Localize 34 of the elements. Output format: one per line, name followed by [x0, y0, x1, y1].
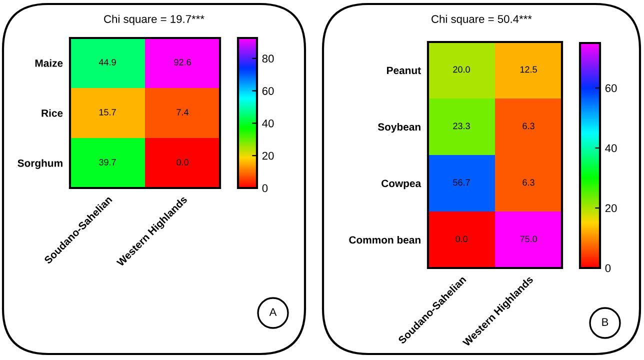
color-bar-label: 0	[605, 264, 611, 272]
data-label: 0.0	[456, 236, 468, 242]
data-label: 6.3	[522, 122, 534, 130]
chart-title: Chi square = 19.7***	[104, 14, 204, 26]
text: B	[602, 318, 608, 326]
data-label: 44.9	[98, 59, 116, 66]
color-bar-label: 40	[605, 144, 617, 152]
y-tick-label: Rice	[42, 109, 63, 117]
color-bar-label: 40	[262, 119, 274, 128]
data-label: 75.0	[520, 236, 537, 242]
y-tick-label: Cowpea	[382, 180, 422, 190]
data-label: 23.3	[453, 122, 470, 130]
data-label: 39.7	[99, 159, 116, 166]
chart-title: Chi square = 50.4***	[432, 14, 532, 26]
data-label: 15.7	[99, 109, 116, 116]
y-tick-label: Maize	[35, 59, 63, 67]
y-tick-label: Sorghum	[18, 159, 62, 169]
data-label: 0.0	[176, 159, 188, 166]
color-bar-label: 60	[605, 84, 617, 92]
text: A	[269, 308, 277, 316]
y-tick-label: Peanut	[387, 66, 421, 74]
data-label: 56.7	[453, 179, 470, 186]
color-bar-label: 80	[262, 54, 274, 63]
data-label: 12.5	[520, 66, 537, 73]
data-label: 7.4	[176, 109, 189, 116]
y-tick-label: Common bean	[349, 236, 420, 244]
data-label: 20.0	[453, 66, 470, 73]
y-tick-label: Soybean	[378, 122, 420, 133]
color-bar-label: 0	[262, 184, 268, 192]
color-bar-label: 20	[262, 152, 274, 160]
data-label: 6.3	[522, 179, 534, 186]
color-bar-label: 20	[605, 204, 617, 212]
data-label: 92.6	[174, 59, 191, 66]
color-bar-label: 60	[262, 87, 274, 95]
